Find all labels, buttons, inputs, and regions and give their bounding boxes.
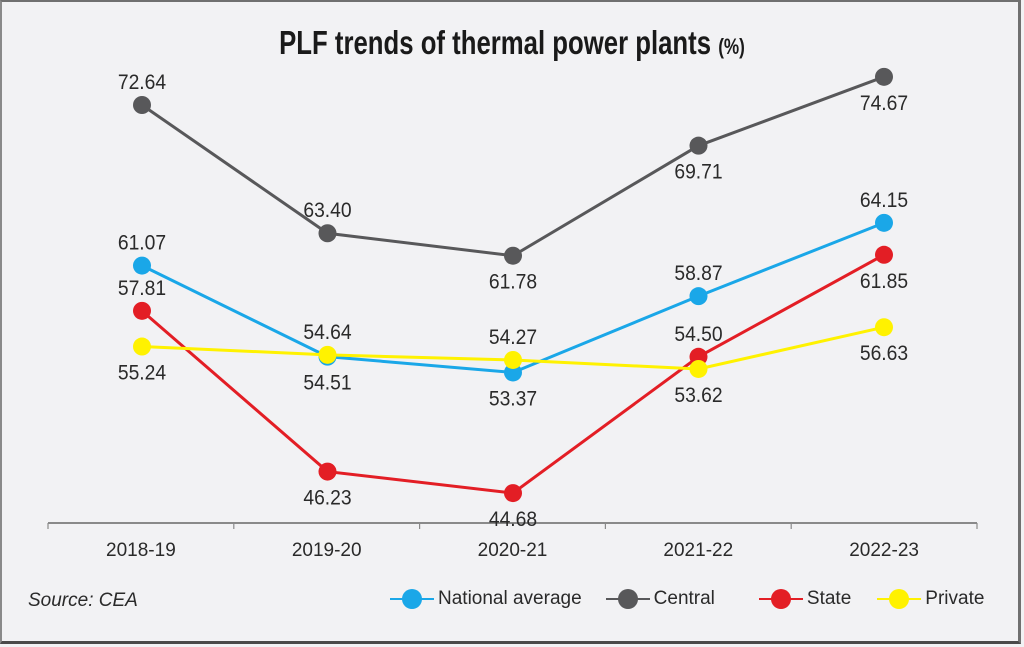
data-point-central (689, 136, 708, 155)
data-label: 69.71 (674, 161, 722, 184)
data-point-state (504, 484, 522, 503)
data-point-central (318, 224, 337, 243)
data-point-central (504, 246, 522, 265)
data-label: 56.63 (860, 343, 908, 366)
data-label: 54.50 (674, 323, 722, 346)
data-point-private (689, 359, 708, 378)
chart-title-text: PLF trends of thermal power plants (279, 24, 712, 61)
data-point-private (504, 350, 522, 369)
x-tick-label: 2020-21 (478, 540, 548, 561)
data-label: 61.07 (118, 232, 166, 255)
legend-marker-icon (388, 589, 436, 609)
data-label: 53.37 (489, 388, 537, 411)
x-tick-label: 2018-19 (106, 540, 176, 561)
data-point-national-average (504, 363, 522, 382)
legend-label: Private (925, 588, 985, 609)
data-label: 53.62 (674, 384, 722, 407)
data-point-state (318, 462, 337, 481)
data-label: 57.81 (118, 277, 166, 300)
data-point-central (875, 67, 893, 86)
data-point-central (133, 96, 151, 114)
series-line-central (141, 75, 885, 258)
legend-item: National average (388, 588, 582, 610)
data-point-national-average (875, 213, 893, 232)
chart-title: PLF trends of thermal power plants (%) (113, 24, 912, 62)
legend-label: State (806, 588, 852, 609)
x-tick-label: 2019-20 (292, 540, 362, 561)
data-point-private (318, 345, 337, 364)
data-label: 54.51 (303, 372, 351, 395)
data-label: 61.85 (860, 270, 908, 293)
data-label: 55.24 (118, 362, 166, 385)
legend-item: Private (875, 588, 984, 610)
legend-marker-icon (875, 589, 923, 609)
data-point-state (133, 301, 151, 320)
data-point-private (875, 318, 893, 337)
data-point-national-average (133, 256, 151, 275)
legend-marker-icon (757, 589, 805, 609)
x-tick-label: 2022-23 (849, 540, 919, 561)
legend-item: Central (604, 588, 715, 610)
source-note: Source: CEA (28, 590, 138, 611)
data-label: 58.87 (674, 262, 722, 285)
data-label: 44.68 (489, 508, 537, 531)
data-label: 74.67 (860, 92, 908, 115)
legend-label: Central (653, 588, 715, 609)
legend: National average Central State Private (388, 588, 984, 610)
data-point-state (875, 245, 893, 264)
legend-marker-icon (604, 589, 652, 609)
x-tick-label: 2021-22 (663, 540, 733, 561)
data-label: 63.40 (303, 200, 351, 223)
data-label: 46.23 (303, 487, 351, 510)
data-label: 54.27 (489, 326, 537, 349)
data-label: 61.78 (489, 271, 537, 294)
data-label: 64.15 (860, 189, 908, 212)
data-label: 54.64 (303, 321, 351, 344)
legend-label: National average (438, 588, 582, 609)
chart-title-unit: (%) (718, 34, 745, 59)
legend-item: State (757, 588, 851, 610)
data-point-national-average (689, 287, 708, 306)
data-point-private (133, 337, 151, 356)
data-label: 72.64 (118, 71, 166, 94)
